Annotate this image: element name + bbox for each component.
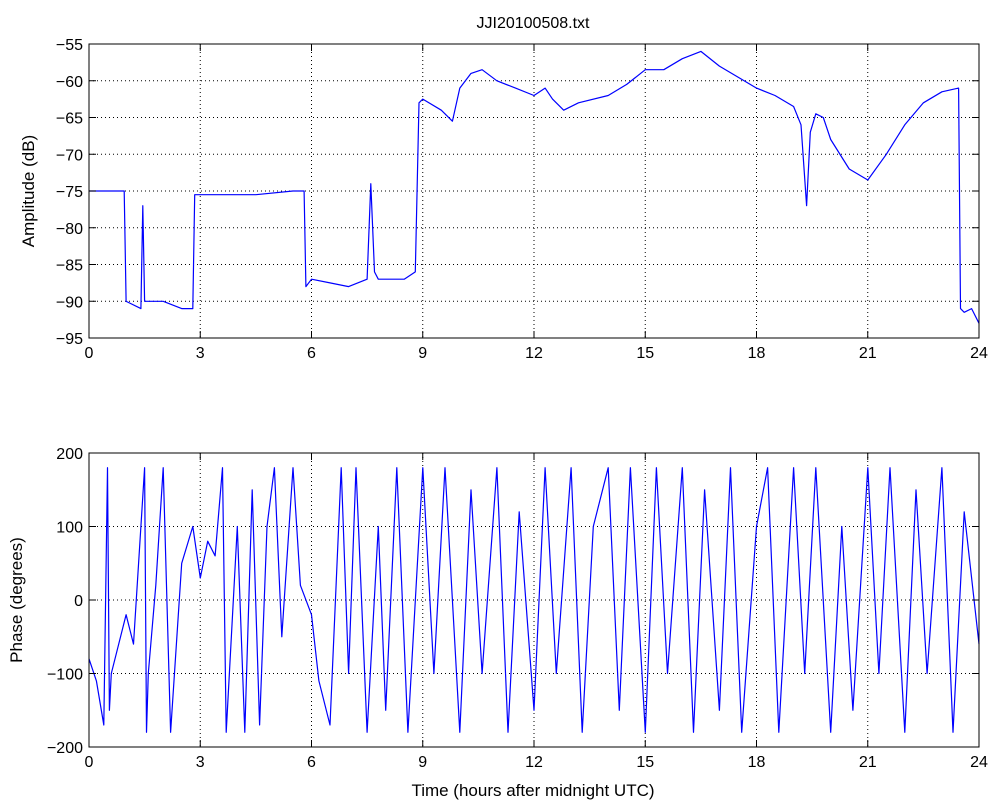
amplitude-y-tick-label: −70 xyxy=(56,147,83,164)
phase-y-tick-label: 200 xyxy=(56,446,83,463)
amplitude-x-tick-label: 0 xyxy=(85,345,94,362)
phase-x-tick-label: 9 xyxy=(418,754,427,771)
amplitude-x-tick-label: 15 xyxy=(636,345,654,362)
phase-axes: 0 3 6 9 12 15 18 21 24 200 100 0 −100 −200 Phase (de… xyxy=(7,446,988,800)
amplitude-series-line xyxy=(89,50,980,324)
amplitude-y-ticks: −55 −60 −65 −70 −75 −80 −85 −90 −95 xyxy=(56,37,979,348)
phase-x-tick-label: 12 xyxy=(525,754,543,771)
phase-x-tick-label: 6 xyxy=(307,754,316,771)
amplitude-x-tick-label: 24 xyxy=(970,345,988,362)
amplitude-y-tick-label: −95 xyxy=(56,331,83,348)
phase-y-tick-label: −100 xyxy=(47,667,83,684)
phase-x-axis-label: Time (hours after midnight UTC) xyxy=(411,781,654,800)
phase-x-tick-label: 0 xyxy=(85,754,94,771)
amplitude-axes: 0 3 6 9 12 15 18 21 24 −55−60−65−70−75−80−85−90−… xyxy=(19,37,988,362)
amplitude-y-tick-label: −65 xyxy=(56,111,83,128)
phase-y-tick-label: 0 xyxy=(74,593,83,610)
amplitude-y-tick-label: −80 xyxy=(56,221,83,238)
amplitude-x-tick-label: 9 xyxy=(418,345,427,362)
amplitude-y-tick-label: −75 xyxy=(56,184,83,201)
phase-x-tick-label: 21 xyxy=(859,754,877,771)
chart-title: JJI20100508.txt xyxy=(477,15,591,32)
amplitude-x-ticks: 0 3 6 9 12 15 18 21 24 xyxy=(85,44,988,362)
phase-series-line xyxy=(88,467,980,733)
amplitude-x-tick-label: 21 xyxy=(859,345,877,362)
phase-y-axis-label: Phase (degrees) xyxy=(7,537,26,663)
amplitude-x-tick-label: 12 xyxy=(525,345,543,362)
amplitude-grid xyxy=(89,44,979,338)
phase-y-tick-label: 100 xyxy=(56,520,83,537)
amplitude-y-tick-label: −60 xyxy=(56,74,83,91)
phase-series xyxy=(88,467,980,733)
amplitude-series xyxy=(89,50,980,324)
amplitude-y-axis-label: Amplitude (dB) xyxy=(19,135,38,247)
amplitude-y-tick-label: −85 xyxy=(56,258,83,275)
phase-x-tick-label: 15 xyxy=(636,754,654,771)
phase-x-tick-label: 18 xyxy=(748,754,766,771)
amplitude-x-tick-label: 18 xyxy=(748,345,766,362)
amplitude-y-tick-label: −55 xyxy=(56,37,83,54)
phase-x-ticks: 0 3 6 9 12 15 18 21 24 xyxy=(85,453,988,771)
amplitude-x-tick-label: 3 xyxy=(196,345,205,362)
amplitude-x-tick-label: 6 xyxy=(307,345,316,362)
phase-x-tick-label: 24 xyxy=(970,754,988,771)
phase-x-tick-label: 3 xyxy=(196,754,205,771)
amplitude-y-tick-label: −90 xyxy=(56,294,83,311)
phase-y-ticks: 200 100 0 −100 −200 xyxy=(47,446,979,757)
phase-y-tick-label: −200 xyxy=(47,740,83,757)
